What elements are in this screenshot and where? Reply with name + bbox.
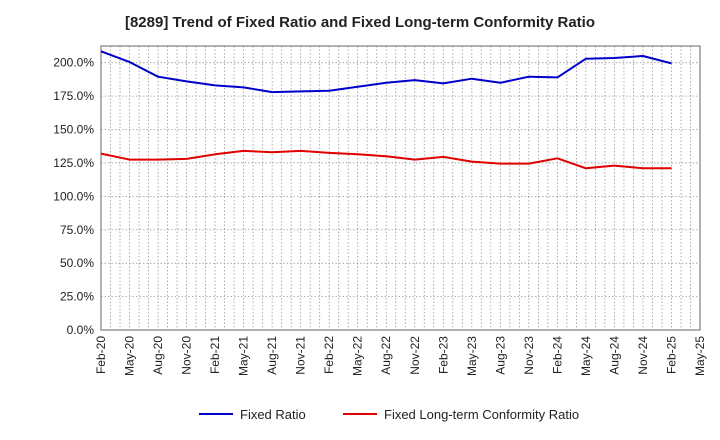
x-tick-label: May-20 (123, 336, 137, 376)
x-tick-label: Feb-23 (436, 336, 450, 374)
x-tick-label: Nov-24 (636, 336, 650, 375)
chart-title: [8289] Trend of Fixed Ratio and Fixed Lo… (124, 14, 596, 31)
y-tick-label: 0.0% (67, 323, 95, 337)
y-tick-label: 100.0% (53, 189, 94, 203)
x-tick-label: Aug-20 (151, 336, 165, 375)
series-layer (100, 50, 672, 170)
grid-layer (100, 46, 701, 331)
legend: Fixed Ratio Fixed Long-term Conformity Ra… (199, 407, 579, 422)
x-tick-label: May-25 (693, 336, 707, 376)
series-line-2 (100, 149, 672, 170)
x-tick-label: Nov-21 (294, 336, 308, 375)
x-tick-label: May-21 (237, 336, 251, 376)
x-tick-label: Feb-24 (550, 336, 564, 374)
x-tick-label: Nov-20 (180, 336, 194, 375)
x-tick-label: May-22 (351, 336, 365, 376)
x-tick-label: Aug-21 (265, 336, 279, 375)
y-tick-label: 50.0% (60, 256, 94, 270)
x-tick-label: May-23 (465, 336, 479, 376)
y-tick-label: 125.0% (53, 156, 94, 170)
legend-label-1: Fixed Ratio (240, 407, 306, 422)
x-tick-label: Feb-22 (322, 336, 336, 374)
y-tick-label: 150.0% (53, 123, 94, 137)
x-tick-label: Aug-22 (379, 336, 393, 375)
legend-label-2: Fixed Long-term Conformity Ratio (384, 407, 579, 422)
plot-frame (100, 45, 701, 331)
x-tick-label: Nov-23 (522, 336, 536, 375)
x-tick-label: Feb-25 (664, 336, 678, 374)
y-tick-label: 200.0% (53, 56, 94, 70)
y-tick-label: 25.0% (60, 290, 94, 304)
x-tick-label: Aug-23 (493, 336, 507, 375)
x-tick-label: Feb-20 (94, 336, 108, 374)
series-line-1 (100, 50, 672, 94)
x-tick-label: Aug-24 (607, 336, 621, 375)
x-tick-label: Nov-22 (408, 336, 422, 375)
y-tick-label: 175.0% (53, 89, 94, 103)
x-tick-label: Feb-21 (208, 336, 222, 374)
x-tick-label: May-24 (579, 336, 593, 376)
axis-layer: 0.0% 25.0% 50.0% 75.0% 100.0% 125.0% 150.0% 175… (53, 45, 707, 376)
y-tick-label: 75.0% (60, 223, 94, 237)
